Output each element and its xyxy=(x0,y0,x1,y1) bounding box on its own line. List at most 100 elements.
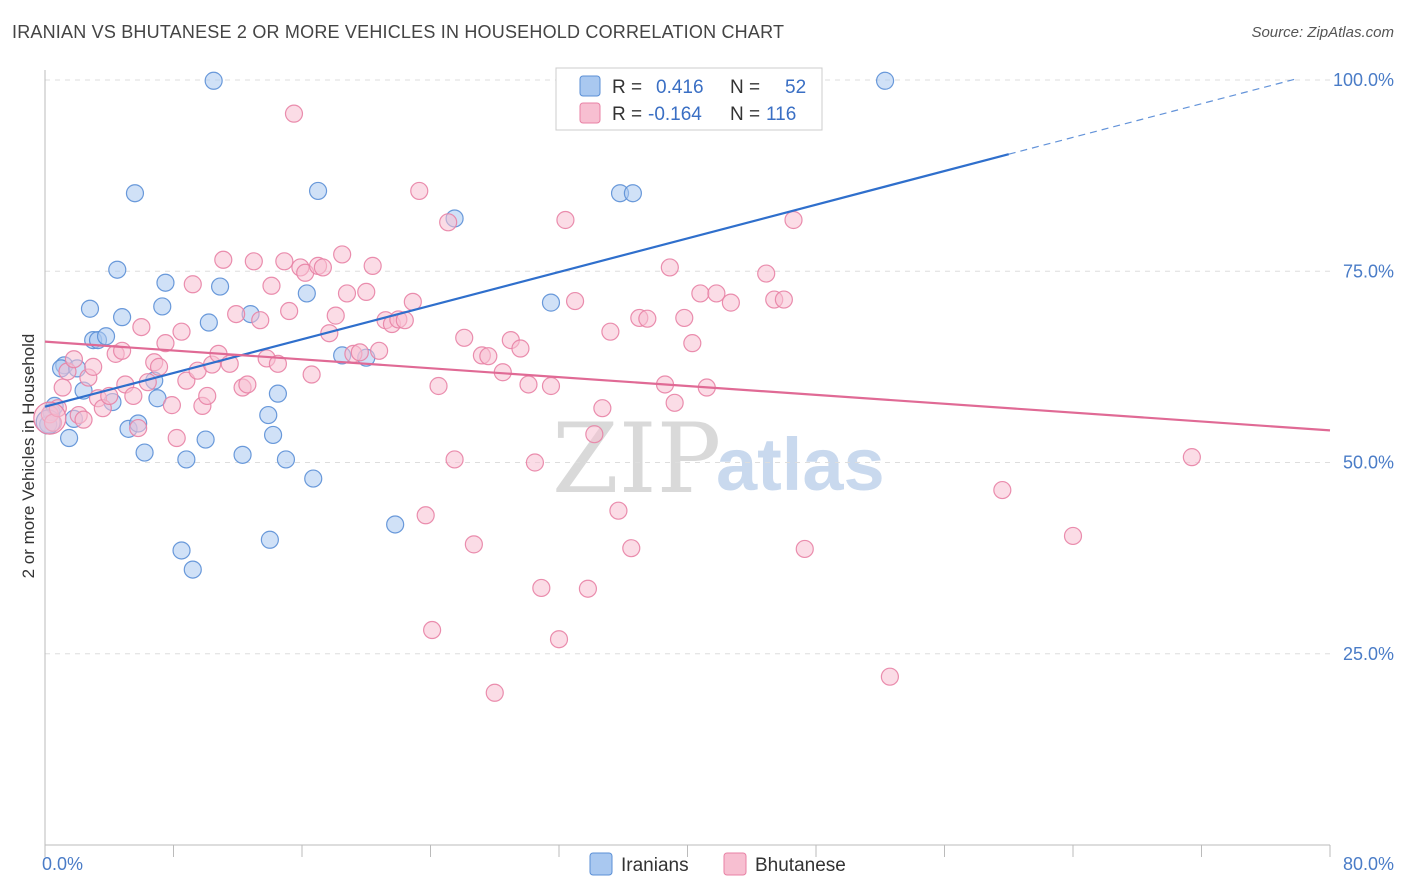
y-tick-label-2: 75.0% xyxy=(1343,261,1394,281)
bhutanese-point-112 xyxy=(1182,448,1201,467)
x-tick-labels: 0.0% 80.0% xyxy=(42,854,1394,874)
bhutanese-point-44 xyxy=(280,301,299,321)
bhutanese-point-95 xyxy=(660,258,679,277)
bhutanese-point-88 xyxy=(593,399,612,418)
iranians-point-33 xyxy=(259,405,278,425)
iranians-trend-extension xyxy=(1008,77,1299,155)
bhutanese-point-110 xyxy=(993,480,1012,500)
bhutanese-point-43 xyxy=(275,252,294,271)
bhutanese-point-52 xyxy=(326,306,345,325)
bhutanese-point-56 xyxy=(350,343,369,362)
iranians-bottom-label: Iranians xyxy=(621,855,689,876)
bhutanese-point-53 xyxy=(333,245,352,264)
bhutanese-point-38 xyxy=(244,252,263,271)
bhutanese-n-value: 116 xyxy=(766,104,796,125)
bhutanese-point-45 xyxy=(284,104,304,123)
bhutanese-point-9 xyxy=(84,357,103,376)
iranians-point-43 xyxy=(386,515,405,534)
bhutanese-point-33 xyxy=(214,250,233,269)
axes xyxy=(44,70,1331,857)
chart-title: IRANIAN VS BHUTANESE 2 OR MORE VEHICLES … xyxy=(12,22,785,42)
bhutanese-n-label: N = xyxy=(730,104,760,125)
bhutanese-point-3 xyxy=(53,378,72,397)
bhutanese-point-96 xyxy=(665,393,684,412)
y-tick-labels: 25.0% 50.0% 75.0% 100.0% xyxy=(1333,70,1394,664)
iranians-point-34 xyxy=(260,530,279,549)
bhutanese-point-102 xyxy=(721,293,740,312)
bhutanese-point-91 xyxy=(622,539,641,558)
bhutanese-point-18 xyxy=(132,317,151,337)
bhutanese-point-109 xyxy=(880,667,899,686)
bhutanese-point-16 xyxy=(124,386,143,406)
bhutanese-point-7 xyxy=(74,410,93,429)
iranians-point-12 xyxy=(96,327,116,346)
iranians-point-39 xyxy=(304,469,323,488)
iranians-point-36 xyxy=(268,384,288,403)
bhutanese-trend-line xyxy=(44,340,1331,432)
iranians-point-48 xyxy=(875,71,895,90)
iranians-point-19 xyxy=(135,443,154,462)
bhutanese-point-57 xyxy=(357,282,376,302)
bhutanese-point-74 xyxy=(479,347,498,366)
bhutanese-point-104 xyxy=(757,264,776,283)
bhutanese-point-90 xyxy=(609,501,628,520)
bhutanese-point-81 xyxy=(532,578,551,598)
bhutanese-point-84 xyxy=(556,210,575,230)
bhutanese-point-22 xyxy=(156,334,175,353)
bhutanese-r-value: -0.164 xyxy=(648,104,702,125)
iranians-point-37 xyxy=(276,450,296,469)
bhutanese-point-107 xyxy=(784,210,803,230)
iranians-n-label: N = xyxy=(730,77,760,98)
bhutanese-point-5 xyxy=(64,350,84,369)
bhutanese-points xyxy=(33,71,1201,702)
iranians-point-29 xyxy=(204,71,223,90)
iranians-point-31 xyxy=(233,445,252,464)
bhutanese-point-78 xyxy=(511,339,530,358)
bhutanese-r-label: R = xyxy=(612,104,642,125)
iranians-point-21 xyxy=(148,389,167,408)
iranians-r-label: R = xyxy=(612,77,642,98)
bhutanese-point-98 xyxy=(683,334,702,353)
bhutanese-point-72 xyxy=(464,535,483,554)
bhutanese-point-86 xyxy=(578,579,598,598)
bhutanese-point-97 xyxy=(675,308,694,328)
iranians-legend-swatch xyxy=(579,75,601,97)
bhutanese-point-42 xyxy=(268,354,288,373)
y-tick-label-3: 100.0% xyxy=(1333,70,1394,90)
bhutanese-point-106 xyxy=(774,290,793,309)
bhutanese-point-37 xyxy=(238,375,257,394)
iranians-trend-line xyxy=(44,153,1010,408)
bhutanese-cluster-point xyxy=(33,401,67,435)
bhutanese-point-25 xyxy=(172,322,191,341)
bhutanese-point-39 xyxy=(251,311,270,330)
iranians-point-28 xyxy=(199,313,218,332)
iranians-point-26 xyxy=(183,560,202,579)
iranians-point-15 xyxy=(112,308,132,327)
bhutanese-point-59 xyxy=(370,341,389,360)
bhutanese-point-108 xyxy=(795,539,814,559)
iranians-point-14 xyxy=(108,260,127,279)
bhutanese-point-80 xyxy=(525,453,545,472)
iranians-point-27 xyxy=(196,430,215,449)
bhutanese-point-89 xyxy=(601,322,620,341)
iranians-point-30 xyxy=(210,277,230,296)
iranians-point-9 xyxy=(80,299,100,318)
iranians-point-47 xyxy=(623,184,642,203)
iranians-n-value: 52 xyxy=(785,77,806,98)
bhutanese-point-82 xyxy=(541,376,561,396)
iranians-point-35 xyxy=(263,425,283,445)
bhutanese-point-71 xyxy=(455,328,474,347)
bhutanese-legend-swatch xyxy=(579,102,601,124)
bhutanese-point-75 xyxy=(485,683,504,702)
watermark-zip: ZIP xyxy=(552,403,721,515)
bhutanese-point-87 xyxy=(585,425,604,444)
bhutanese-point-30 xyxy=(198,386,217,406)
bhutanese-point-17 xyxy=(129,418,148,438)
watermark-atlas: atlas xyxy=(716,423,885,506)
iranians-point-22 xyxy=(153,297,172,316)
iranians-point-17 xyxy=(125,184,145,203)
source-credit: Source: ZipAtlas.com xyxy=(1251,24,1394,41)
bhutanese-point-101 xyxy=(707,284,726,303)
bhutanese-point-35 xyxy=(227,304,246,324)
